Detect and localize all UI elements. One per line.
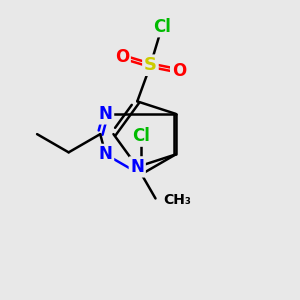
Text: O: O (172, 62, 186, 80)
Text: CH₃: CH₃ (163, 193, 191, 207)
Text: N: N (130, 158, 144, 176)
Text: S: S (144, 56, 157, 74)
Text: Cl: Cl (153, 18, 171, 36)
Text: O: O (115, 48, 129, 66)
Text: Cl: Cl (132, 127, 150, 145)
Text: N: N (99, 146, 112, 164)
Text: N: N (99, 105, 112, 123)
